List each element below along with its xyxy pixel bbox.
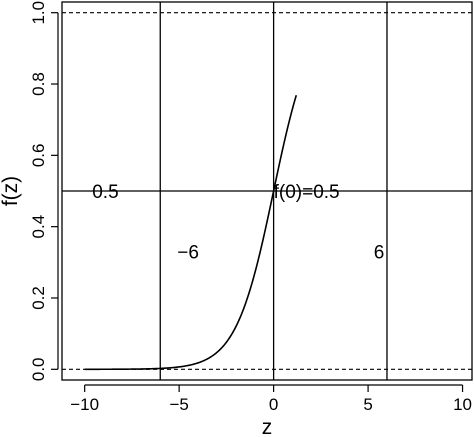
x-tick-label: −5 (169, 395, 188, 414)
x-tick-label: 0 (269, 395, 278, 414)
reference-lines (62, 2, 472, 380)
y-tick-label: 0.4 (29, 215, 48, 239)
annotations: 0.5 f(0)=0.5 −6 6 (92, 182, 384, 264)
annotation-1: f(0)=0.5 (274, 182, 340, 203)
plot-frame (61, 1, 473, 381)
y-axis: 0.0 0.2 0.4 0.6 0.8 1.0 (29, 1, 59, 381)
annotation-2: −6 (177, 243, 199, 264)
y-axis-title: f(z) (0, 176, 22, 206)
y-tick-label: 0.6 (29, 144, 48, 168)
x-tick-label: −10 (70, 395, 99, 414)
x-axis-title: z (262, 416, 273, 437)
y-tick-label: 0.8 (29, 72, 48, 96)
y-tick-label: 1.0 (29, 1, 48, 25)
y-tick-label: 0.2 (29, 286, 48, 310)
x-tick-label: 5 (363, 395, 372, 414)
logistic-curve (84, 95, 298, 371)
y-tick-label: 0.0 (29, 357, 48, 381)
annotation-0: 0.5 (92, 182, 118, 203)
annotation-3: 6 (374, 243, 385, 264)
x-axis: −10 −5 0 5 10 (70, 384, 472, 414)
x-tick-label: 10 (453, 395, 472, 414)
